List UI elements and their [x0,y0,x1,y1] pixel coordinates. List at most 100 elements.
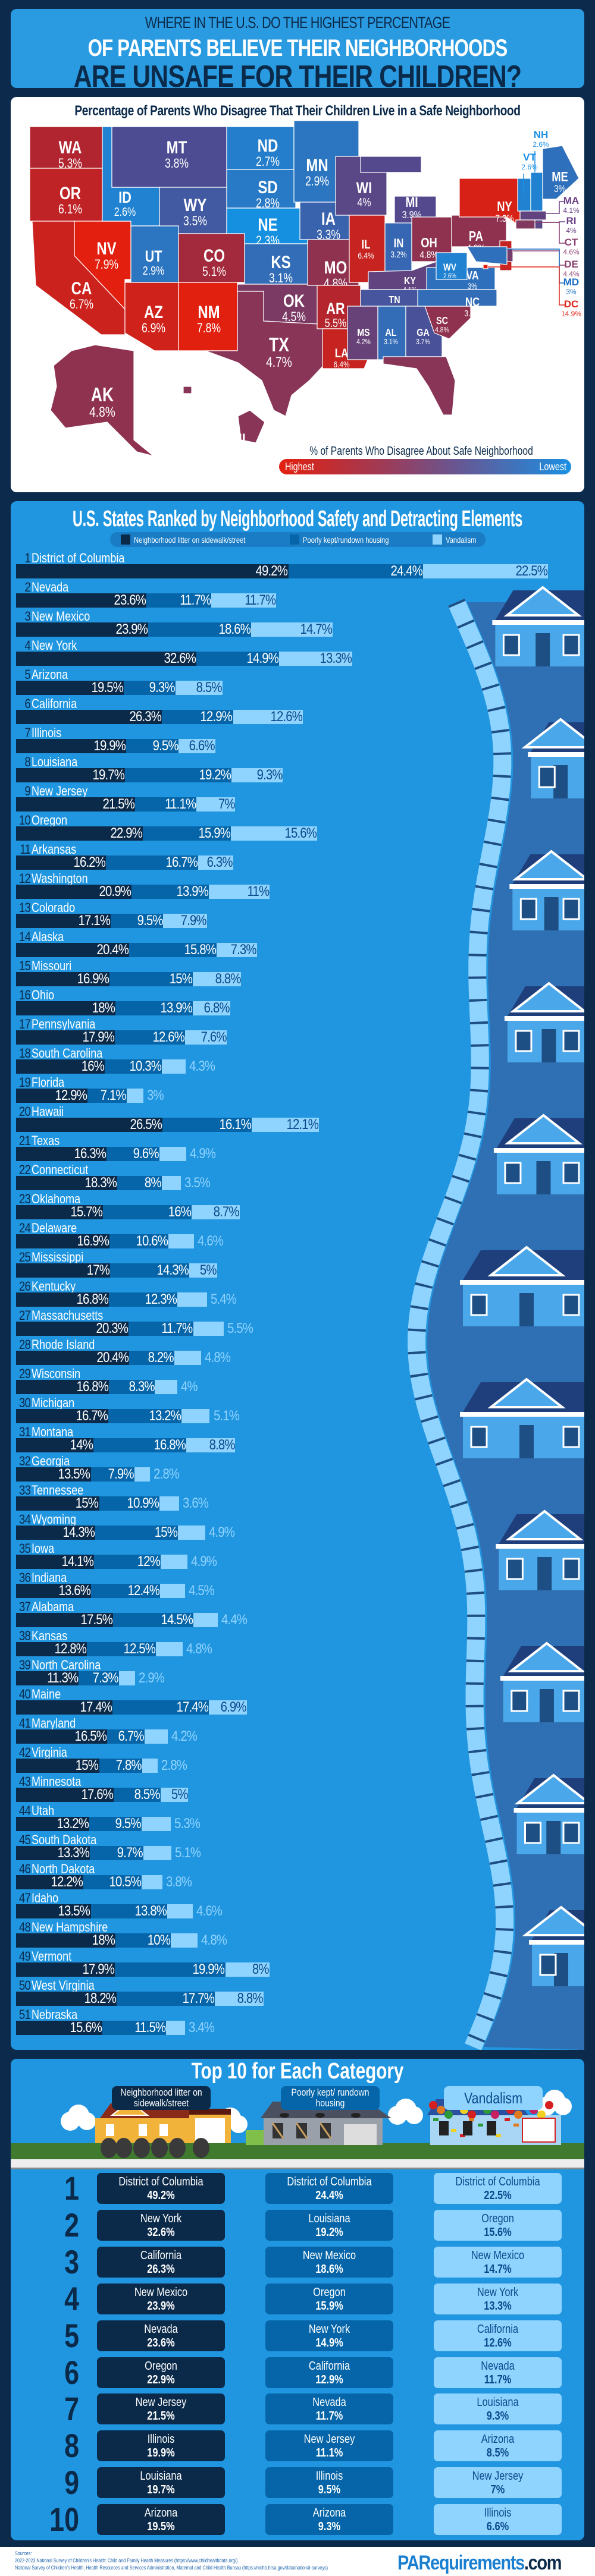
bar-label-litter: 23.6% [114,592,146,608]
state-nh: NH2.6% [530,129,549,212]
top10-value: 12.9% [315,2373,343,2386]
state-value: 5.5% [325,316,346,329]
state-value: 4.7% [228,447,250,460]
state-value: 3% [566,288,577,296]
bar-label-litter: 18.3% [84,1175,117,1191]
rank-number: 37 [18,1599,31,1614]
bar-litter: 23.6% [16,592,147,608]
top10-state: Louisiana [308,2212,350,2225]
bar-label-litter: 26.3% [129,709,161,725]
state-name: Hawaii [32,1104,64,1119]
rank-number: 11 [20,842,31,857]
bar-housing: 13.9% [131,885,209,899]
bar-housing: 15% [109,972,193,986]
site-logo[interactable]: PARequirements.com [397,2552,562,2575]
rank-number: 30 [18,1395,31,1410]
state-shape [530,172,543,212]
top10-state: Oregon [145,2359,177,2373]
bar-housing: 9.6% [106,1147,159,1161]
rank-number: 18 [18,1046,31,1061]
bar-litter: 16.2% [16,855,106,870]
state-code: AL [385,327,396,339]
bar-housing: 14.9% [196,652,279,666]
bar-litter: 17.4% [16,1700,112,1715]
state-code: OH [421,235,437,250]
state-name: Massachusetts [32,1308,104,1323]
top10-state: California [308,2359,350,2373]
trash-bag-icon [151,2138,168,2158]
trash-bag-icon [115,2138,132,2158]
state-value: 4.6% [563,248,580,256]
state-value: 3% [554,184,566,195]
state-shape [506,248,513,262]
state-code: PA [469,229,483,244]
bar-vandalism: 8.8% [214,1992,264,2006]
bar-vandalism [159,1496,180,1511]
state-value: 4.4% [563,270,580,278]
top10-rank-number: 3 [64,2242,79,2281]
bar-vandalism: 12.1% [252,1118,319,1132]
state-ny: NY7.3% [459,178,521,227]
bar-label-litter: 18% [92,1000,115,1016]
bar-vandalism: 9.3% [231,768,283,782]
bar-label-litter: 18.2% [84,1990,117,2006]
top10-value: 23.6% [147,2336,175,2349]
state-code: WI [356,180,372,197]
state-value: 3.1% [464,309,480,319]
bar-vandalism: 5% [189,1263,217,1278]
state-ne: NE2.3% [226,207,308,249]
state-code: MD [563,276,579,288]
state-name: Minnesota [32,1774,82,1789]
top10-rank-number: 5 [64,2316,79,2354]
rank-number: 8 [24,754,30,769]
bar-litter: 32.6% [16,652,197,666]
bar-label-litter: 16% [81,1058,105,1074]
bar-label-litter: 22.9% [110,825,142,841]
top10-state: Nevada [144,2322,178,2336]
state-value: 2.9% [143,264,164,277]
state-fl: FL4.7% [383,356,456,423]
top10-card: District of Columbia 24.4% [265,2173,393,2204]
state-name: Kansas [32,1628,68,1643]
state-value: 2.6% [114,205,136,218]
bar-label-housing: 8.5% [134,1786,161,1803]
state-code: OK [283,290,305,310]
state-code: SD [258,177,277,197]
bar-label-vandalism: 2.8% [161,1757,187,1773]
rank-number: 13 [18,900,31,915]
bar-label-vandalism: 4.5% [188,1583,215,1599]
state-ca: CA6.7% [32,221,126,335]
bar-vandalism [156,1642,183,1656]
state-name: Ohio [32,987,55,1002]
bar-label-housing: 10.9% [127,1495,159,1511]
bar-label-housing: 16.7% [165,854,198,870]
bar-litter: 13.5% [16,1904,91,1918]
state-code: IN [394,237,404,250]
top10-card: Louisiana 19.7% [97,2467,225,2499]
top10-state: Illinois [147,2433,175,2446]
bar-vandalism: 8.8% [192,972,242,986]
state-vt: VT2.6% [517,152,538,212]
bar-label-housing: 15.9% [198,825,230,841]
top10-state: Nevada [312,2396,346,2410]
state-name: Missouri [32,958,72,973]
rank-number: 50 [18,1978,31,1993]
bar-vandalism [134,1467,151,1482]
bar-label-vandalism: 6.8% [203,1000,230,1016]
state-name: Mississippi [32,1250,84,1265]
top10-card: Arizona 9.3% [265,2504,393,2536]
state-tx: TX4.7% [205,291,327,417]
bar-label-vandalism: 4.9% [209,1524,235,1540]
bar-vandalism: 6.8% [192,1000,230,1016]
bar-housing: 11.5% [102,2021,167,2035]
state-value: 6.4% [358,251,374,261]
top10-card: New Jersey 7% [434,2467,562,2499]
state-code: WV [443,262,457,273]
leader-line [507,249,565,284]
bar-label-vandalism: 11.7% [244,592,276,608]
top10-state: New Mexico [134,2285,188,2299]
state-name: Nebraska [32,2007,78,2022]
bar-label-vandalism: 11% [247,883,270,899]
top10-card: Illinois 9.5% [265,2467,393,2499]
state-value: 4.8% [89,404,115,420]
